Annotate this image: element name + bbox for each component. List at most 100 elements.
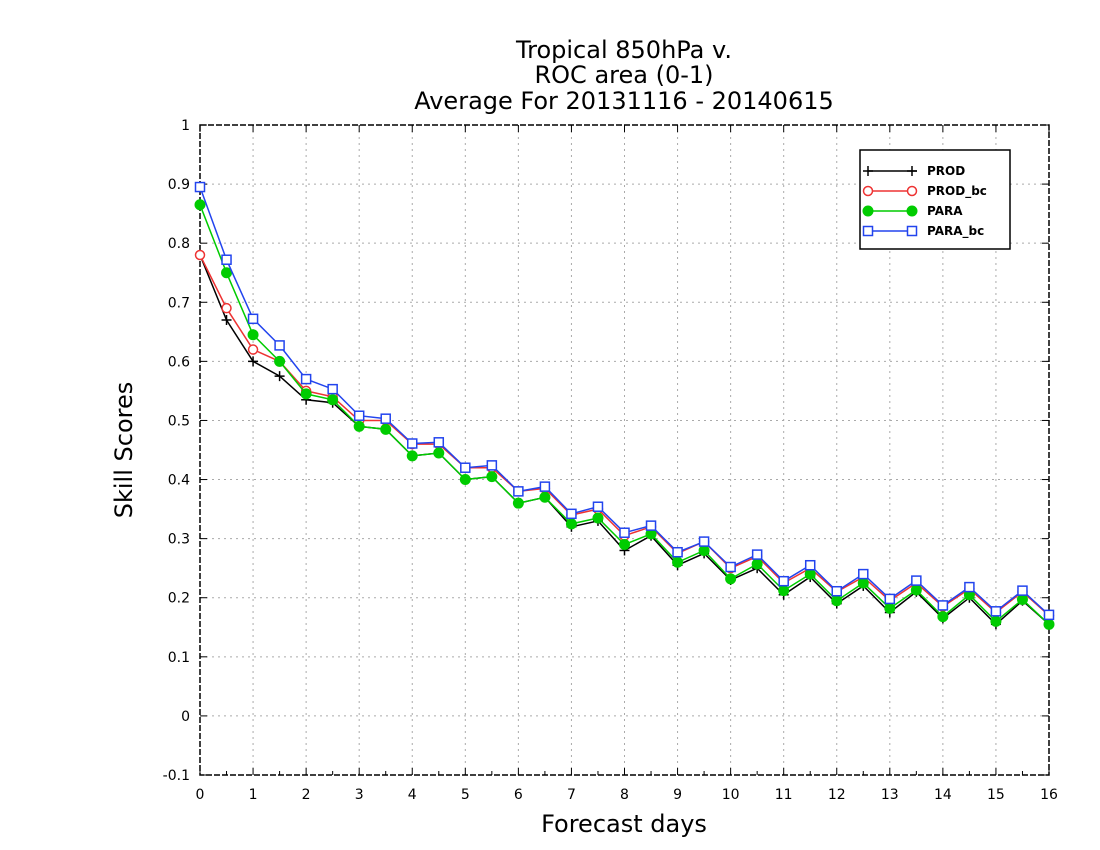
data-point-para (804, 568, 816, 580)
series-para-bc (194, 181, 1055, 621)
legend-box (859, 149, 1011, 250)
data-point-para (1043, 618, 1055, 630)
legend-marker (906, 185, 918, 197)
x-tick-label: 8 (620, 787, 629, 803)
x-tick-label: 14 (934, 787, 952, 803)
data-point-prod (221, 315, 232, 325)
data-point-prod (274, 371, 285, 382)
legend-marker (862, 185, 874, 197)
data-point-para (221, 267, 233, 279)
y-tick-label: -0.1 (163, 768, 190, 784)
data-point-para-bc (937, 600, 949, 611)
legend-marker (862, 225, 874, 237)
x-axis-title: Forecast days (541, 810, 707, 838)
x-tick-label: 3 (355, 787, 364, 803)
data-point-para-bc (460, 462, 471, 473)
data-point-para-bc (433, 437, 445, 448)
data-point-para-bc (751, 549, 763, 560)
data-point-para (1016, 594, 1028, 605)
x-tick-label: 9 (673, 787, 682, 803)
legend-label: PROD_bc (927, 184, 987, 199)
legend-marker (906, 225, 918, 237)
y-axis-ticks: -0.1 0 0.1 0.2 0.3 0.4 0.5 0.6 0.7 0.8 0.9 1 (163, 118, 1049, 784)
y-tick-label: 0.9 (168, 177, 190, 193)
data-point-para-bc (247, 313, 259, 325)
data-point-para-bc (407, 438, 418, 449)
legend-marker (863, 166, 873, 176)
data-point-para (592, 512, 604, 524)
legend-marker (862, 205, 874, 217)
data-point-para-bc (300, 373, 312, 385)
y-tick-label: 0.6 (168, 354, 190, 370)
data-point-para-bc (380, 413, 391, 424)
legend-label: PARA (927, 204, 963, 218)
legend-item-prod: PROD (863, 164, 965, 178)
y-tick-label: 0 (181, 709, 190, 725)
data-point-para (406, 450, 418, 462)
data-point-para (698, 544, 710, 556)
legend-label: PARA_bc (927, 224, 984, 239)
data-point-para-bc (221, 254, 232, 265)
x-axis-ticks: 0 1 2 3 4 5 6 7 8 9 10 11 12 13 14 15 16 (196, 125, 1058, 803)
legend: PROD PROD_bc PARA PARA_bc (859, 149, 1011, 250)
x-tick-label: 16 (1040, 787, 1058, 803)
data-point-prod-bc (194, 249, 206, 261)
legend-item-para: PARA (862, 204, 963, 218)
data-point-para (831, 595, 843, 607)
x-tick-label: 0 (196, 787, 205, 803)
x-tick-label: 4 (408, 787, 417, 803)
y-tick-label: 1 (181, 118, 190, 134)
data-point-para (512, 497, 524, 509)
data-point-para-bc (645, 520, 657, 531)
data-point-para-bc (778, 575, 789, 587)
data-point-para (990, 615, 1002, 627)
data-point-para-bc (672, 546, 683, 558)
data-point-para-bc (327, 383, 338, 395)
y-tick-label: 0.1 (168, 650, 190, 666)
legend-item-prod-bc: PROD_bc (862, 184, 987, 199)
y-tick-label: 0.7 (168, 295, 190, 311)
data-point-para (459, 474, 471, 486)
data-point-para-bc (698, 536, 710, 547)
data-point-para-bc (858, 568, 869, 580)
data-point-para (937, 611, 949, 623)
title-line-3: Average For 20131116 - 20140615 (414, 87, 834, 115)
data-point-para-bc (884, 593, 896, 605)
x-tick-label: 5 (461, 787, 470, 803)
data-point-para-bc (539, 481, 551, 492)
x-tick-label: 13 (881, 787, 899, 803)
data-point-para (539, 491, 551, 503)
data-point-para-bc (725, 561, 736, 573)
x-tick-label: 1 (249, 787, 258, 803)
legend-item-para-bc: PARA_bc (862, 224, 984, 239)
x-tick-label: 6 (514, 787, 523, 803)
data-point-para (327, 394, 339, 406)
data-point-para-bc (911, 575, 922, 586)
y-axis-title: Skill Scores (110, 382, 138, 519)
legend-label: PROD (927, 164, 965, 178)
data-point-para (910, 584, 922, 596)
series-layer (194, 181, 1055, 630)
data-point-prod-bc (247, 344, 259, 355)
grid (200, 125, 1049, 775)
data-point-para-bc (990, 606, 1002, 617)
title-line-1: Tropical 850hPa v. (515, 36, 732, 64)
x-tick-label: 15 (987, 787, 1005, 803)
data-point-para (751, 558, 763, 570)
legend-marker (906, 205, 918, 217)
data-point-para (353, 420, 365, 432)
data-point-para (565, 518, 577, 530)
data-point-para-bc (619, 527, 630, 538)
data-point-para (857, 577, 869, 589)
data-point-para-bc (804, 559, 816, 571)
series-para (194, 199, 1055, 630)
data-point-para-bc (353, 410, 365, 421)
title-line-2: ROC area (0-1) (534, 61, 713, 89)
data-point-para (672, 556, 684, 568)
data-point-para (274, 355, 286, 367)
x-tick-label: 10 (722, 787, 740, 803)
data-point-para-bc (1017, 585, 1028, 596)
chart-title: Tropical 850hPa v. ROC area (0-1) Averag… (414, 36, 834, 115)
data-point-prod (248, 356, 259, 367)
